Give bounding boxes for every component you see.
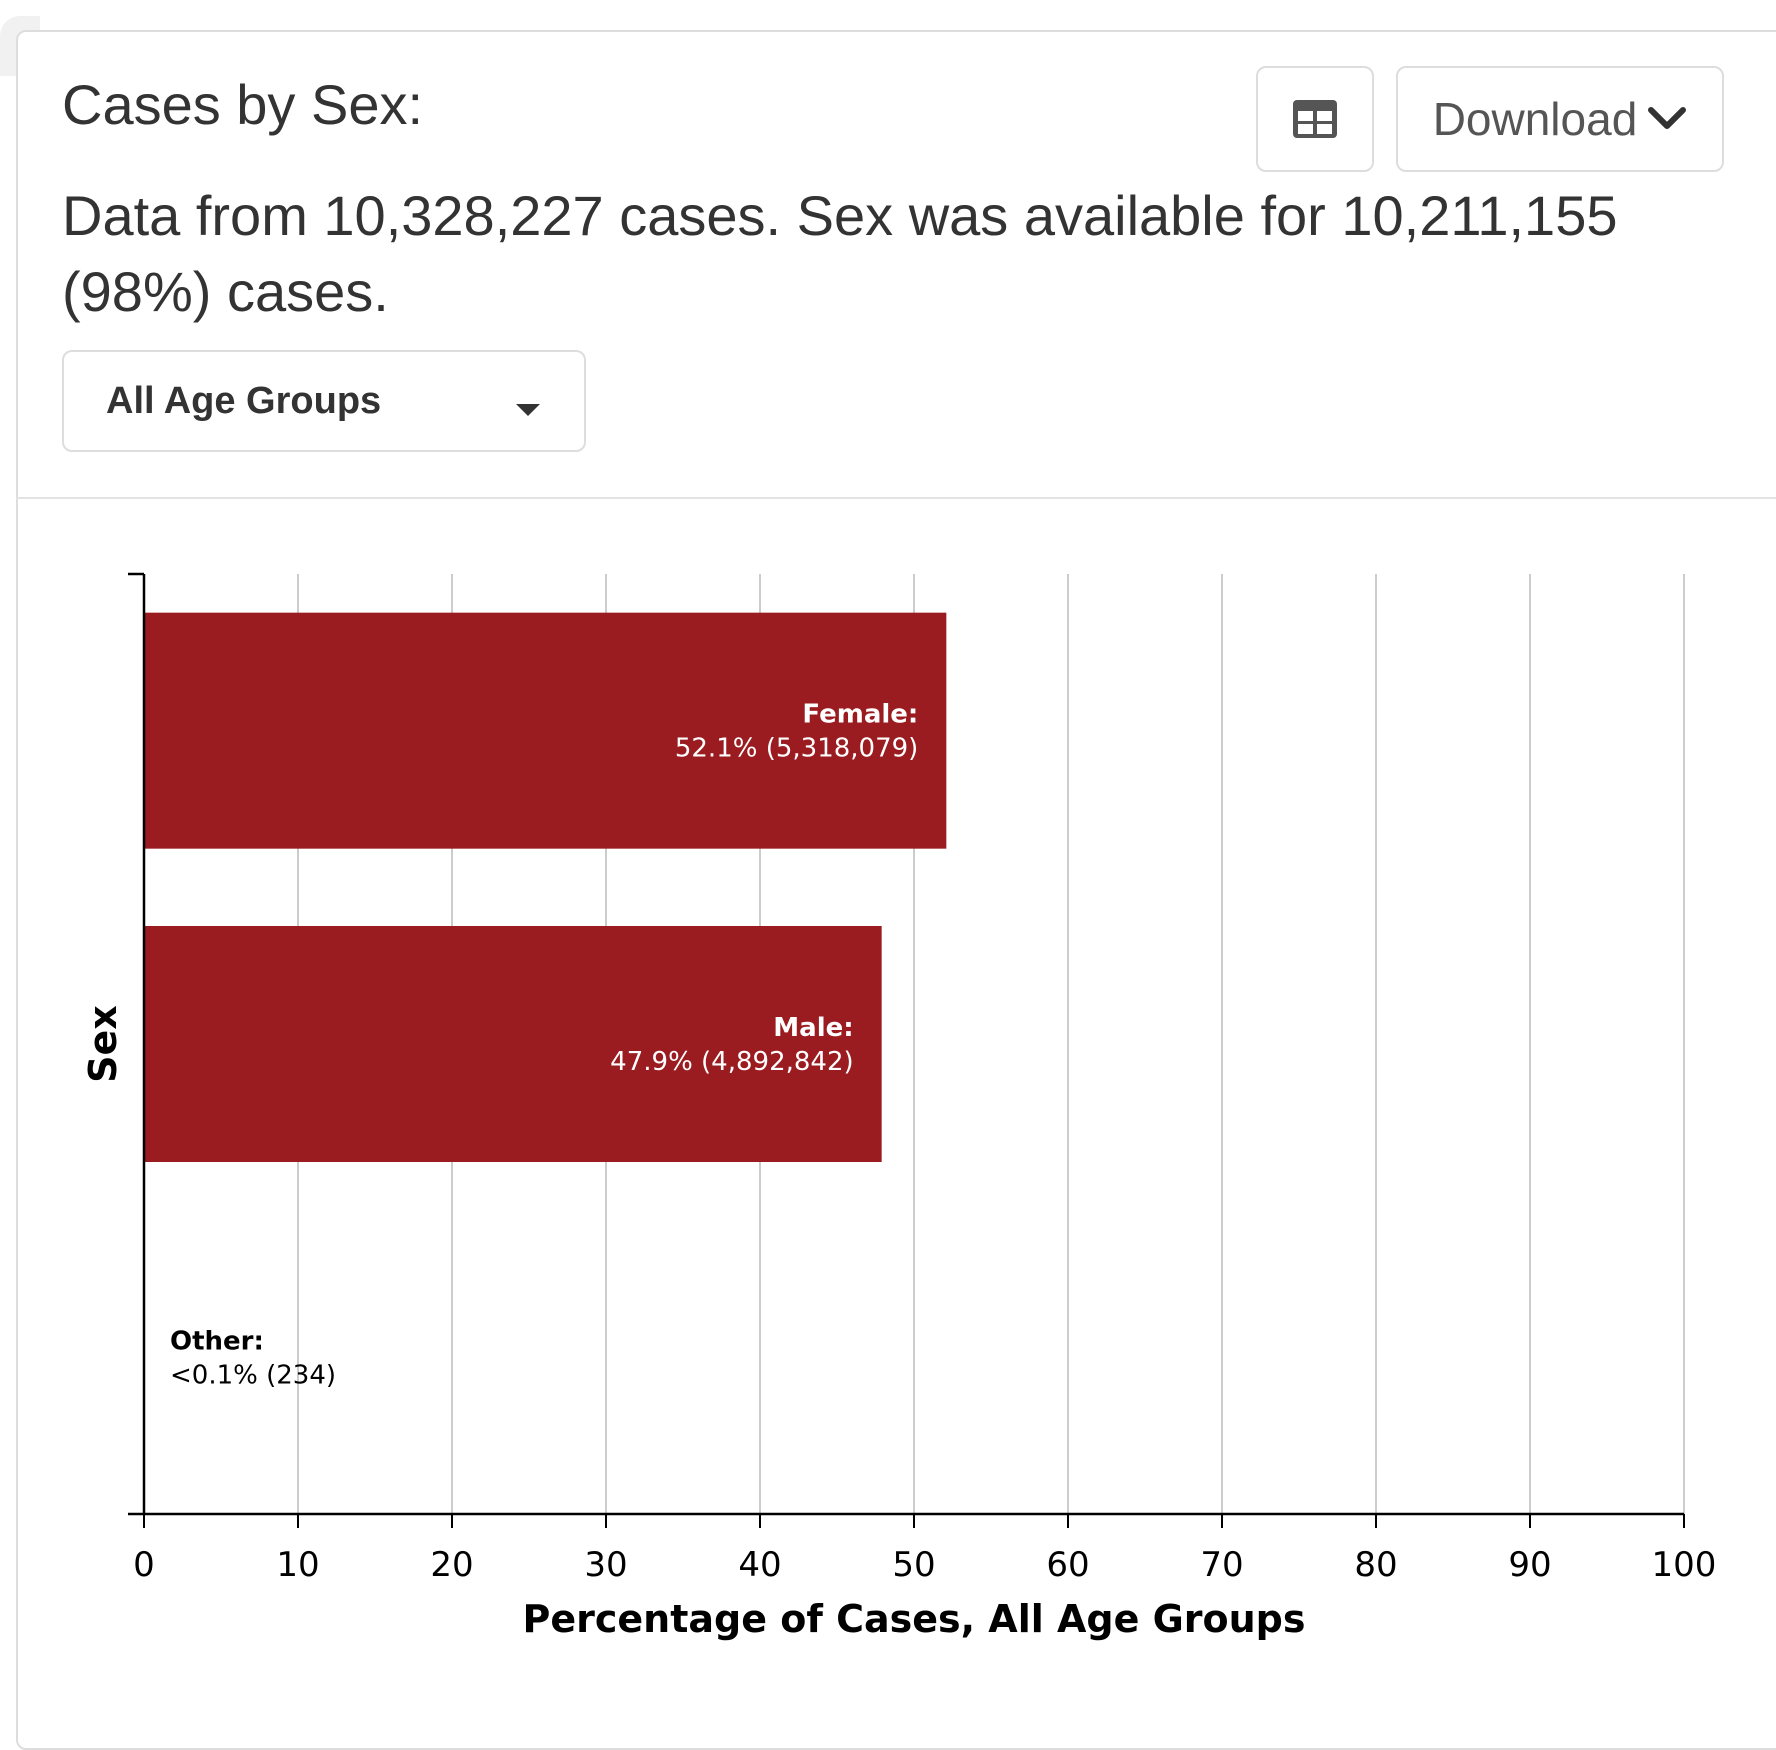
bar-label-name: Female: (802, 700, 918, 730)
bar-male (144, 926, 882, 1162)
x-tick-label: 0 (133, 1545, 155, 1585)
bar-label-value: <0.1% (234) (170, 1360, 336, 1390)
x-tick-label: 60 (1046, 1545, 1089, 1585)
bar-female (144, 613, 946, 849)
x-tick-label: 70 (1200, 1545, 1243, 1585)
bar-label-name: Other: (170, 1326, 264, 1356)
x-tick-label: 90 (1508, 1545, 1551, 1585)
x-tick-label: 50 (892, 1545, 935, 1585)
bar-label-name: Male: (773, 1013, 853, 1043)
x-tick-label: 20 (430, 1545, 473, 1585)
x-tick-label: 30 (584, 1545, 627, 1585)
bar-label-value: 52.1% (5,318,079) (675, 734, 918, 764)
bar-label-value: 47.9% (4,892,842) (610, 1047, 853, 1077)
y-axis-title: Sex (81, 1005, 125, 1083)
x-tick-label: 100 (1652, 1545, 1717, 1585)
x-tick-label: 80 (1354, 1545, 1397, 1585)
x-tick-label: 10 (276, 1545, 319, 1585)
sex-bar-chart: Female: 52.1% (5,318,079) Male: 47.9% (4,89… (0, 0, 1776, 1712)
x-tick-label: 40 (738, 1545, 781, 1585)
x-axis-title: Percentage of Cases, All Age Groups (522, 1597, 1305, 1641)
